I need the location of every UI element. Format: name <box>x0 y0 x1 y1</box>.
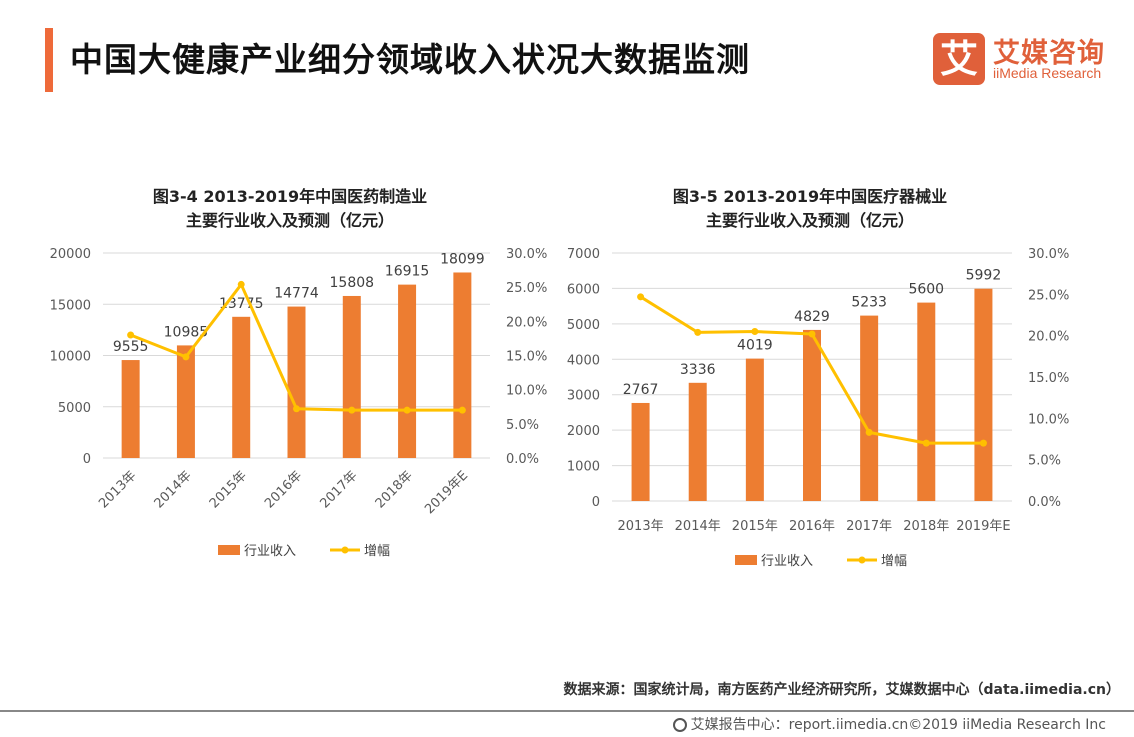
x-axis-label: 2017年 <box>317 468 360 511</box>
page-title: 中国大健康产业细分领域收入状况大数据监测 <box>70 40 750 79</box>
left-axis-tick: 5000 <box>58 401 91 416</box>
legend-line-label: 增幅 <box>364 544 390 559</box>
legend-line-marker <box>341 546 349 554</box>
bar-data-label: 9555 <box>113 339 149 355</box>
right-axis-tick: 5.0% <box>506 418 539 433</box>
x-axis-label: 2013年 <box>96 468 139 511</box>
chart1-title-line2: 主要行业收入及预测（亿元） <box>185 211 394 230</box>
growth-point-2018年 <box>403 406 411 414</box>
right-axis-tick: 25.0% <box>506 281 547 296</box>
chart1-title: 图3-4 2013-2019年中国医药制造业 主要行业收入及预测（亿元） <box>90 185 490 233</box>
x-axis-label: 2015年 <box>207 468 250 511</box>
bar-2016年 <box>287 306 306 458</box>
legend-bar-swatch <box>218 545 240 555</box>
logo-text-cn: 艾媒咨询 <box>993 38 1105 69</box>
x-axis-label: 2016年 <box>262 468 305 511</box>
chart2-title-line1: 图3-5 2013-2019年中国医疗器械业 <box>672 187 948 206</box>
chart1-title-line1: 图3-4 2013-2019年中国医药制造业 <box>152 187 428 206</box>
logo-text-en: iiMedia Research <box>993 65 1102 81</box>
growth-point-2014年 <box>182 353 190 361</box>
bar-data-label: 10985 <box>164 324 209 340</box>
x-axis-label: 2019年E <box>422 468 471 517</box>
right-axis-tick: 10.0% <box>506 384 547 399</box>
bar-2018年 <box>398 284 417 458</box>
left-axis-tick: 20000 <box>50 247 91 262</box>
growth-point-2016年 <box>293 405 300 413</box>
x-axis-label: 2018年 <box>373 468 416 511</box>
title-accent-bar <box>45 28 53 92</box>
growth-point-2019年E <box>458 406 466 414</box>
growth-point-2015年 <box>237 280 245 288</box>
left-axis-tick: 10000 <box>50 350 91 365</box>
copyright-text: 艾媒报告中心：report.iimedia.cn©2019 iiMedia Re… <box>690 717 1106 733</box>
bar-2019年E <box>453 272 472 458</box>
chart2-title: 图3-5 2013-2019年中国医疗器械业 主要行业收入及预测（亿元） <box>610 185 1010 233</box>
logo-mark: 艾 <box>933 33 985 85</box>
bar-2013年 <box>121 360 140 458</box>
legend-bar-label: 行业收入 <box>244 544 296 559</box>
growth-point-2017年 <box>348 406 356 414</box>
data-source: 数据来源：国家统计局，南方医药产业经济研究所，艾媒数据中心（data.iimed… <box>563 682 1120 698</box>
left-axis-tick: 15000 <box>50 298 91 313</box>
globe-icon <box>672 718 687 732</box>
bar-data-label: 16915 <box>385 264 430 280</box>
right-axis-tick: 0.0% <box>506 452 539 467</box>
bar-data-label: 14774 <box>274 286 319 302</box>
right-axis-tick: 20.0% <box>506 315 547 330</box>
iimedia-logo: 艾 艾媒咨询 iiMedia Research <box>933 33 1113 85</box>
right-axis-tick: 30.0% <box>506 247 547 262</box>
right-axis-tick: 15.0% <box>506 350 547 365</box>
x-axis-label: 2014年 <box>152 468 195 511</box>
bar-data-label: 15808 <box>330 275 375 291</box>
footer-divider <box>0 710 1134 712</box>
bar-2015年 <box>232 316 251 458</box>
bar-data-label: 18099 <box>440 251 485 267</box>
footer-copyright: 艾媒报告中心：report.iimedia.cn©2019 iiMedia Re… <box>672 714 1106 734</box>
bar-2014年 <box>176 345 195 458</box>
chart2-title-line2: 主要行业收入及预测（亿元） <box>705 211 914 230</box>
growth-point-2013年 <box>127 331 135 339</box>
left-axis-tick: 0 <box>83 452 91 467</box>
bar-2017年 <box>342 295 361 458</box>
